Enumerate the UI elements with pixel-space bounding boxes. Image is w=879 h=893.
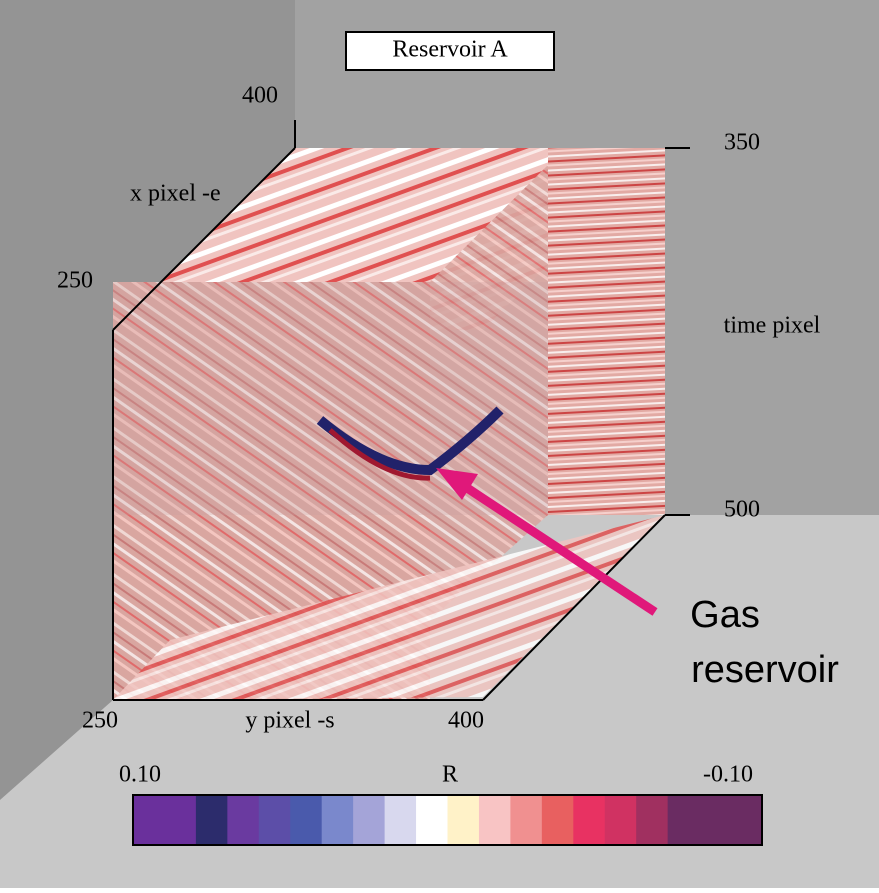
colorbar-swatch <box>290 795 322 845</box>
axis-label: time pixel <box>724 313 821 339</box>
right-face <box>548 148 665 515</box>
colorbar-swatch <box>699 795 731 845</box>
annotation: reservoir <box>691 649 839 691</box>
page: Reservoir A 400 x pixel -e 250 250 y pix… <box>0 0 879 888</box>
colorbar-swatch <box>353 795 385 845</box>
colorbar-swatch <box>731 795 763 845</box>
colorbar-swatch <box>385 795 417 845</box>
colorbar-swatch <box>196 795 228 845</box>
colorbar-swatch <box>133 795 165 845</box>
colorbar-swatch <box>636 795 668 845</box>
colorbar-swatch <box>605 795 637 845</box>
figure: Reservoir A 400 x pixel -e 250 250 y pix… <box>0 0 879 888</box>
colorbar-swatch <box>448 795 480 845</box>
tick-label: 400 <box>242 83 278 109</box>
tick-label: 500 <box>724 497 760 523</box>
colorbar-swatch <box>668 795 700 845</box>
colorbar-swatch <box>416 795 448 845</box>
axis-label: x pixel -e <box>130 181 221 207</box>
tick-label: 400 <box>448 708 484 734</box>
colorbar-title: R <box>442 762 458 788</box>
shade <box>113 282 548 515</box>
colorbar-swatch <box>164 795 196 845</box>
colorbar-swatch <box>227 795 259 845</box>
colorbar-swatch <box>479 795 511 845</box>
colorbar-label: -0.10 <box>703 762 753 788</box>
tick-label: 250 <box>57 268 93 294</box>
title: Reservoir A <box>392 37 508 63</box>
colorbar-label: 0.10 <box>119 762 161 788</box>
colorbar-swatch <box>510 795 542 845</box>
colorbar-swatch <box>542 795 574 845</box>
tick-label: 250 <box>82 708 118 734</box>
colorbar <box>133 795 763 845</box>
colorbar-swatch <box>573 795 605 845</box>
axis-label: y pixel -s <box>245 708 334 734</box>
colorbar-swatch <box>322 795 354 845</box>
colorbar-swatch <box>259 795 291 845</box>
annotation: Gas <box>690 594 760 636</box>
tick-label: 350 <box>724 130 760 156</box>
